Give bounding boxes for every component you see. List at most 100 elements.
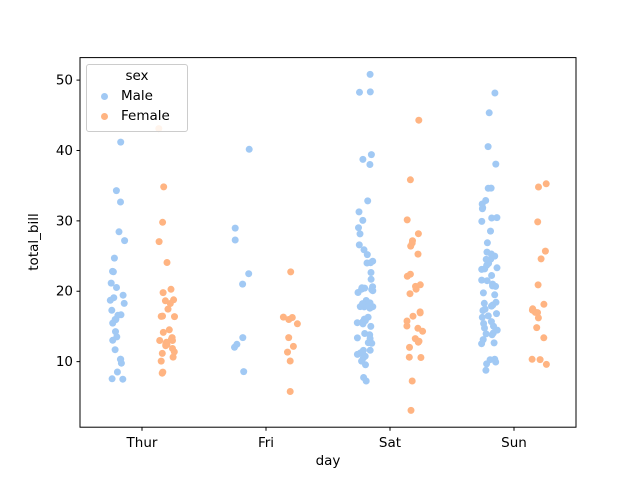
data-point-female: [415, 337, 423, 345]
data-point-male: [111, 346, 119, 354]
data-point-female: [403, 216, 411, 224]
data-point-female: [279, 313, 287, 321]
data-point-male: [366, 346, 374, 354]
data-point-male: [231, 236, 239, 244]
y-tick-label: 30: [56, 213, 73, 229]
legend-label-female: Female: [121, 108, 170, 124]
data-point-male: [107, 279, 115, 287]
data-point-male: [367, 275, 375, 283]
points-layer: [106, 70, 550, 414]
data-point-female: [534, 281, 542, 289]
data-point-female: [542, 180, 550, 188]
data-point-male: [108, 375, 116, 383]
legend-title: sex: [125, 68, 149, 84]
data-point-male: [361, 352, 369, 360]
data-point-male: [480, 320, 488, 327]
data-point-male: [117, 138, 125, 146]
data-point-male: [487, 184, 495, 192]
data-point-male: [367, 269, 375, 276]
data-point-female: [159, 312, 166, 320]
data-point-female: [284, 348, 291, 356]
data-point-male: [360, 246, 368, 254]
data-point-male: [480, 299, 488, 307]
data-point-male: [491, 252, 499, 260]
data-point-female: [288, 314, 296, 321]
data-point-male: [119, 375, 127, 383]
data-point-female: [167, 285, 175, 293]
data-point-male: [492, 160, 500, 168]
data-point-female: [156, 337, 164, 344]
data-point-male: [112, 187, 120, 195]
data-point-male: [493, 214, 501, 222]
data-point-female: [163, 259, 171, 266]
data-point-female: [286, 357, 294, 365]
data-point-male: [484, 143, 492, 151]
data-point-male: [493, 326, 501, 334]
data-point-male: [353, 334, 361, 342]
data-point-male: [120, 299, 128, 307]
data-point-female: [528, 355, 536, 363]
data-point-male: [482, 366, 490, 374]
y-tick-label: 40: [56, 143, 73, 159]
data-point-male: [359, 346, 367, 354]
data-point-male: [361, 330, 369, 337]
data-point-male: [483, 277, 491, 285]
y-tick-label: 50: [56, 73, 73, 89]
data-point-male: [479, 307, 487, 314]
data-point-female: [287, 268, 295, 276]
data-point-male: [360, 374, 368, 381]
x-tick-label: Sat: [379, 435, 401, 451]
data-point-male: [366, 88, 374, 96]
data-point-female: [409, 312, 417, 320]
data-point-male: [115, 228, 123, 236]
data-point-female: [414, 230, 422, 238]
x-tick-label: Fri: [258, 435, 274, 451]
data-point-male: [479, 204, 487, 212]
data-point-female: [159, 289, 167, 297]
data-point-female: [540, 334, 548, 342]
data-point-female: [406, 343, 413, 351]
data-point-male: [487, 318, 495, 326]
data-point-male: [121, 237, 129, 245]
data-point-male: [356, 303, 364, 311]
data-point-female: [164, 305, 172, 313]
data-point-female: [169, 345, 176, 352]
data-point-female: [407, 406, 415, 414]
legend-label-male: Male: [121, 88, 153, 104]
data-point-female: [171, 313, 178, 321]
data-point-male: [493, 264, 501, 272]
data-point-male: [112, 328, 119, 336]
data-point-male: [482, 197, 490, 204]
data-point-female: [165, 326, 173, 334]
data-point-female: [534, 314, 542, 322]
data-point-female: [534, 218, 542, 226]
axes-layer: 10 20 30 40 50 Thur Fri Sat Sun: [56, 57, 577, 451]
data-point-male: [113, 284, 120, 291]
data-point-female: [286, 388, 294, 395]
data-point-female: [157, 357, 165, 365]
x-tick-label: Thur: [126, 435, 158, 451]
data-point-male: [231, 224, 239, 232]
data-point-male: [113, 333, 121, 341]
data-point-male: [482, 255, 490, 263]
data-point-female: [159, 218, 167, 226]
data-point-female: [406, 290, 414, 298]
data-point-male: [478, 276, 486, 284]
data-point-male: [482, 330, 490, 338]
data-point-male: [114, 311, 122, 319]
x-axis-label: day: [316, 453, 341, 469]
data-point-male: [359, 155, 367, 163]
data-point-male: [478, 265, 486, 273]
data-point-male: [233, 340, 241, 348]
data-point-female: [403, 272, 411, 280]
data-point-male: [488, 214, 496, 222]
data-point-male: [117, 355, 125, 363]
male-marker-icon: [101, 92, 108, 100]
data-point-male: [478, 217, 486, 225]
data-point-male: [356, 230, 364, 238]
data-point-male: [491, 89, 499, 97]
data-point-female: [159, 328, 167, 336]
data-point-male: [245, 270, 253, 278]
data-point-male: [483, 248, 491, 256]
